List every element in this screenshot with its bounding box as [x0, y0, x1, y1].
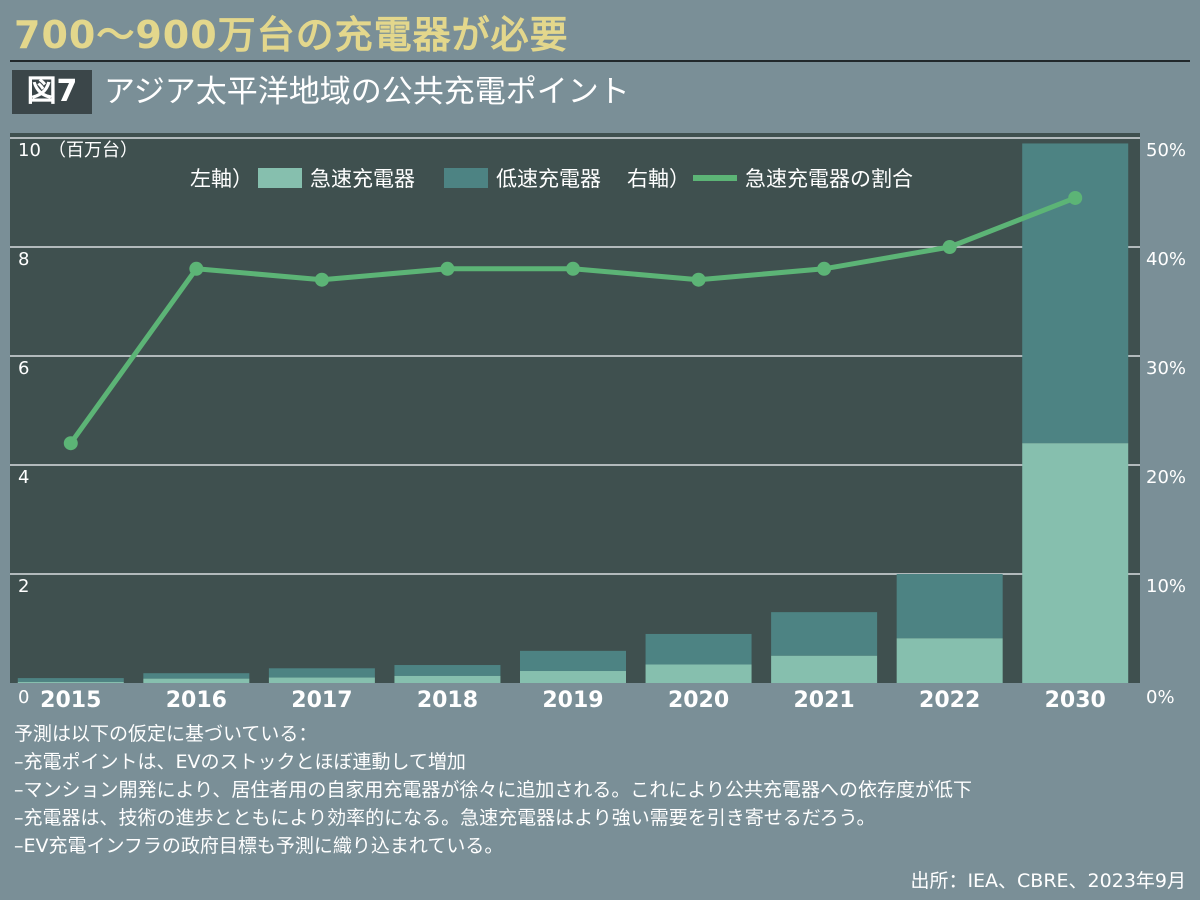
bar-slow-2019: [520, 650, 626, 672]
source-credit: 出所：IEA、CBRE、2023年9月: [910, 870, 1186, 892]
left-tick-label: 10: [18, 140, 41, 161]
right-tick-label: 10%: [1146, 576, 1186, 597]
legend-slow-swatch: [444, 168, 488, 188]
right-tick-label: 0%: [1146, 687, 1175, 708]
right-tick-label: 30%: [1146, 358, 1186, 379]
left-tick-label: 8: [18, 249, 29, 270]
bar-fast-2019: [520, 671, 626, 683]
bar-slow-2017: [268, 668, 375, 678]
right-tick-label: 20%: [1146, 467, 1186, 488]
bar-slow-2018: [394, 665, 501, 676]
share-point-2030: [1068, 190, 1083, 205]
note-line: 予測は以下の仮定に基づいている：: [14, 723, 318, 745]
bar-slow-2016: [143, 673, 250, 679]
share-point-2020: [691, 272, 706, 287]
headline: 700〜900万台の充電器が必要: [14, 13, 569, 57]
x-tick-label: 2015: [40, 688, 101, 713]
legend-left-axis-label: 左軸）: [190, 167, 253, 191]
note-line: –充電器は、技術の進歩とともにより効率的になる。急速充電器はより強い需要を引き寄…: [14, 807, 876, 829]
bar-fast-2020: [645, 664, 752, 683]
bar-slow-2021: [771, 612, 878, 656]
x-tick-label: 2021: [793, 688, 854, 713]
note-line: –マンション開発により、居住者用の自家用充電器が徐々に追加される。これにより公共…: [14, 779, 972, 801]
x-tick-label: 2018: [417, 688, 478, 713]
share-point-2019: [566, 261, 580, 276]
left-tick-label: 6: [18, 358, 29, 379]
figure-badge: 図7: [12, 70, 92, 114]
bar-slow-2030: [1022, 143, 1129, 444]
left-tick-label: 2: [18, 576, 29, 597]
share-point-2018: [440, 261, 455, 276]
share-point-2016: [189, 261, 204, 276]
share-point-2015: [63, 436, 78, 451]
bar-fast-2018: [394, 675, 501, 683]
bar-fast-2030: [1022, 443, 1129, 683]
notes: 予測は以下の仮定に基づいている： –充電ポイントは、EVのストックとほぼ連動して…: [14, 720, 1184, 860]
note-line: –EV充電インフラの政府目標も予測に織り込まれている。: [14, 835, 504, 857]
bar-slow-2020: [645, 633, 752, 665]
x-tick-label: 2019: [542, 688, 603, 713]
bar-slow-2015: [17, 678, 124, 682]
x-tick-label: 2022: [919, 688, 980, 713]
legend-share-label: 急速充電器の割合: [745, 167, 913, 191]
legend-slow-label: 低速充電器: [496, 167, 601, 191]
bar-fast-2021: [771, 655, 878, 683]
share-point-2017: [314, 272, 329, 287]
bar-fast-2015: [17, 681, 124, 683]
x-tick-label: 2016: [166, 688, 227, 713]
left-tick-label: 4: [18, 467, 29, 488]
bar-fast-2022: [896, 638, 1003, 683]
left-tick-label: 0: [18, 687, 29, 708]
figure-title: アジア太平洋地域の公共充電ポイント: [104, 74, 630, 110]
divider: [10, 60, 1190, 62]
share-point-2021: [817, 261, 832, 276]
left-axis-unit: （百万台）: [48, 140, 138, 161]
x-tick-label: 2020: [668, 688, 729, 713]
bar-fast-2016: [143, 678, 250, 683]
note-line: –充電ポイントは、EVのストックとほぼ連動して増加: [14, 751, 466, 773]
legend-right-axis-label: 右軸）: [627, 167, 690, 191]
legend-fast-swatch: [258, 168, 302, 188]
right-tick-label: 40%: [1146, 249, 1186, 270]
legend-fast-label: 急速充電器: [310, 167, 415, 191]
x-tick-label: 2030: [1045, 688, 1106, 713]
x-tick-label: 2017: [291, 688, 352, 713]
share-point-2022: [942, 240, 957, 254]
bar-slow-2022: [896, 574, 1003, 639]
bar-fast-2017: [268, 677, 375, 683]
right-tick-label: 50%: [1146, 140, 1186, 161]
